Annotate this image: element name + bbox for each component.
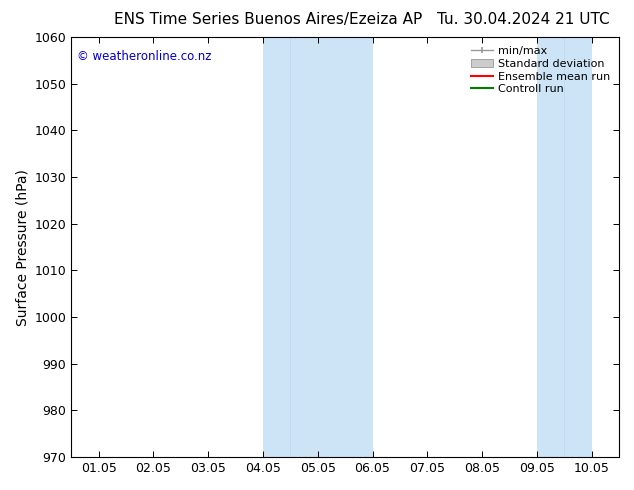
- Bar: [318, 37, 373, 457]
- Legend: min/max, Standard deviation, Ensemble mean run, Controll run: min/max, Standard deviation, Ensemble me…: [468, 43, 614, 98]
- Bar: [263, 37, 318, 457]
- Text: Tu. 30.04.2024 21 UTC: Tu. 30.04.2024 21 UTC: [437, 12, 610, 27]
- Text: ENS Time Series Buenos Aires/Ezeiza AP: ENS Time Series Buenos Aires/Ezeiza AP: [114, 12, 422, 27]
- Y-axis label: Surface Pressure (hPa): Surface Pressure (hPa): [15, 169, 29, 325]
- Text: © weatheronline.co.nz: © weatheronline.co.nz: [77, 50, 211, 63]
- Bar: [537, 37, 592, 457]
